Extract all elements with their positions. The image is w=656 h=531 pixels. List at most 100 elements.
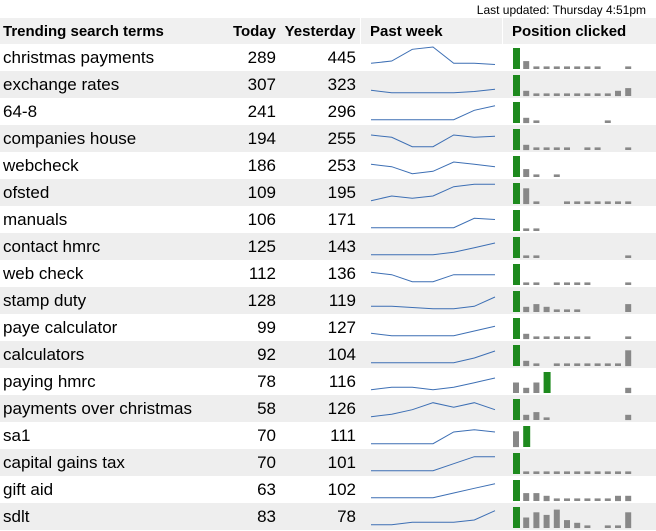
header-past-week: Past week — [370, 18, 502, 44]
sparkline-line — [371, 105, 496, 121]
top-position-bar — [513, 399, 520, 420]
yesterday-count: 195 — [280, 179, 360, 206]
position-clicked-bars — [512, 314, 656, 341]
position-clicked-bars — [512, 503, 656, 530]
position-bar — [553, 66, 560, 69]
today-count: 106 — [247, 209, 276, 229]
sparkline-chart — [371, 429, 496, 445]
today-count: 63 — [257, 479, 276, 499]
yesterday-count: 111 — [330, 425, 356, 445]
table-row: stamp duty 128 119 — [0, 287, 656, 314]
header-gap — [501, 18, 512, 44]
past-week-sparkline — [370, 125, 502, 152]
position-bar — [523, 228, 530, 231]
position-bar — [533, 493, 540, 501]
position-bar — [625, 201, 632, 204]
table-row: exchange rates 307 323 — [0, 71, 656, 98]
position-bar — [553, 174, 560, 177]
position-clicked-bars — [512, 233, 656, 260]
position-bar — [574, 522, 581, 529]
position-bar — [615, 201, 621, 204]
position-bar — [543, 495, 550, 502]
yesterday-count: 323 — [280, 71, 360, 98]
position-bar-chart — [513, 102, 611, 124]
position-bar — [615, 495, 621, 502]
sparkline-chart — [371, 242, 496, 256]
top-position-bar — [543, 372, 551, 393]
search-term: christmas payments — [3, 47, 155, 67]
column-gap — [360, 260, 370, 287]
position-bar — [594, 201, 601, 204]
column-gap — [360, 314, 370, 341]
search-term: 64-8 — [3, 101, 38, 121]
position-bar — [523, 306, 530, 313]
position-bar — [564, 93, 570, 96]
search-term: stamp duty — [0, 287, 200, 314]
position-bar — [594, 498, 601, 501]
sparkline-line — [370, 325, 496, 337]
position-bar — [513, 431, 519, 448]
table-row: web check 112 136 — [0, 260, 656, 287]
search-term: payments over christmas — [0, 395, 200, 422]
position-bar — [533, 304, 540, 312]
table-row: calculators 92 104 — [0, 341, 656, 368]
position-bar-chart — [513, 264, 632, 285]
position-bar — [564, 66, 570, 69]
position-bar — [574, 201, 581, 204]
sparkline-line — [370, 183, 495, 202]
position-bar — [604, 363, 611, 366]
position-bar — [604, 93, 611, 96]
position-bar — [523, 387, 530, 394]
yesterday-count: 127 — [327, 317, 356, 337]
position-bar-chart — [513, 237, 632, 258]
sparkline-chart — [371, 483, 496, 499]
position-bar-chart — [513, 210, 540, 231]
position-bar — [584, 471, 591, 474]
yesterday-count: 136 — [327, 263, 356, 283]
position-clicked-bars — [512, 44, 656, 71]
position-bar — [564, 282, 570, 285]
today-count: 99 — [257, 317, 276, 337]
sparkline-chart — [370, 183, 495, 202]
top-position-bar — [513, 345, 520, 366]
position-bar — [615, 471, 621, 474]
column-gap — [502, 341, 512, 368]
yesterday-count: 445 — [327, 47, 356, 67]
position-bar — [625, 471, 632, 474]
table-row: paying hmrc 78 116 — [0, 368, 656, 395]
column-gap — [502, 449, 512, 476]
position-bar — [533, 228, 540, 231]
table-row: webcheck 186 253 — [0, 152, 656, 179]
search-term: sdlt — [0, 503, 200, 530]
position-bar — [533, 412, 540, 420]
position-bar — [533, 382, 540, 393]
position-bar — [584, 363, 591, 366]
position-bar — [574, 309, 581, 312]
position-bar — [584, 282, 591, 285]
position-clicked-bars — [512, 179, 656, 206]
column-gap — [502, 179, 512, 206]
search-term: companies house — [0, 125, 200, 152]
today-count: 92 — [200, 341, 280, 368]
position-bar — [533, 93, 540, 96]
position-bar-chart — [513, 453, 632, 474]
position-bar — [523, 61, 530, 69]
position-bar — [533, 255, 540, 258]
position-bar — [553, 471, 560, 474]
table-row: paye calculator 99 127 — [0, 314, 656, 341]
position-bar — [513, 382, 519, 393]
trending-search-table: Trending search terms Today Yesterday Pa… — [0, 18, 656, 530]
top-position-bar — [513, 237, 520, 258]
sparkline-line — [371, 242, 496, 256]
sparkline-line — [371, 483, 496, 499]
position-bar-chart — [513, 129, 632, 151]
position-bar-chart — [513, 48, 632, 69]
position-bar — [553, 336, 560, 339]
position-bar — [523, 169, 530, 177]
top-position-bar — [523, 426, 531, 447]
position-clicked-bars — [512, 206, 656, 233]
header-yesterday: Yesterday — [280, 18, 360, 44]
sparkline-chart — [370, 402, 496, 418]
position-bar — [553, 93, 560, 96]
table-row: payments over christmas 58 126 — [0, 395, 656, 422]
